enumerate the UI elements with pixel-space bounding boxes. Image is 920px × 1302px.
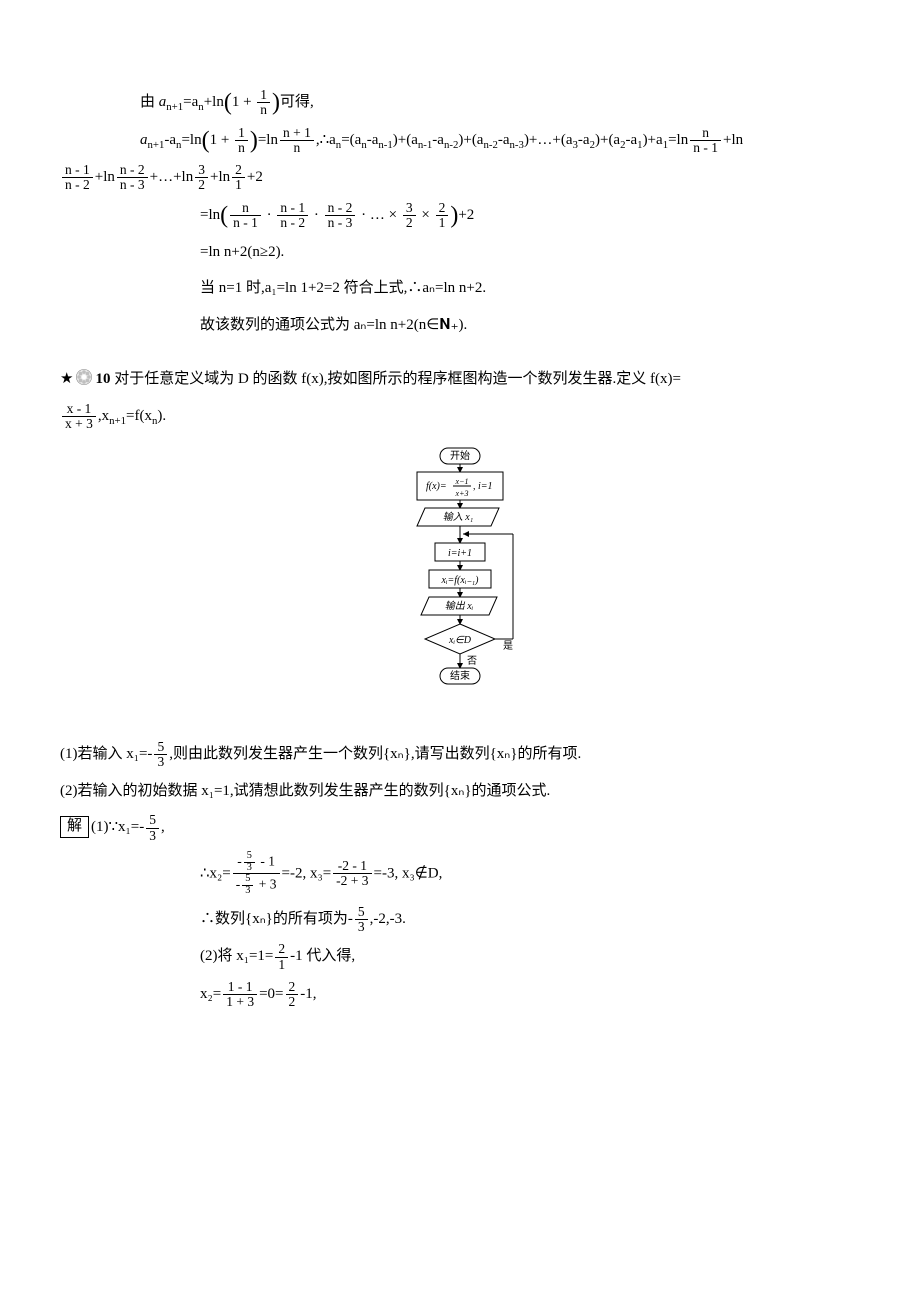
text: 可得,: [280, 94, 314, 110]
fc-input: 输入 x₁: [443, 511, 473, 523]
sol10-line5: x₂=1 - 11 + 3=0=22-1,: [60, 980, 860, 1009]
fraction: 32: [403, 201, 416, 230]
fraction: n - 2n - 3: [117, 163, 148, 192]
fraction: 53: [146, 813, 159, 842]
answer-label-box: 解: [60, 816, 89, 838]
fraction: nn - 1: [230, 201, 261, 230]
fraction: 21: [275, 942, 288, 971]
sol10-line1: 解(1)∵x₁=-53,: [60, 813, 860, 842]
fraction: n - 2n - 3: [325, 201, 356, 230]
fraction: 1n: [257, 88, 270, 117]
rparen: ): [272, 90, 280, 116]
sol10-line2: ∴x₂= -53 - 1 -53 + 3 =-2, x₃=-2 - 1-2 + …: [60, 851, 860, 897]
fraction: -2 - 1-2 + 3: [333, 859, 371, 888]
fraction: 32: [195, 163, 208, 192]
problem-10-heading: ★ 10 对于任意定义域为 D 的函数 f(x),按如图所示的程序框图构造一个数…: [60, 365, 860, 394]
text: ,∴a: [316, 132, 336, 148]
rosette-icon: [75, 368, 93, 386]
sol9-line4: =ln(nn - 1 · n - 1n - 2 · n - 2n - 3 · ……: [60, 201, 860, 230]
fraction: nn - 1: [690, 126, 721, 155]
fc-output: 输出 xᵢ: [445, 600, 474, 612]
star-icon: ★: [60, 371, 73, 387]
fraction: 53: [154, 740, 167, 769]
fraction: n + 1n: [280, 126, 314, 155]
fraction: 1n: [235, 126, 248, 155]
fraction: x - 1x + 3: [62, 402, 96, 431]
fc-yes: 是: [503, 640, 513, 652]
fc-start: 开始: [450, 449, 470, 462]
fc-no: 否: [467, 655, 477, 667]
fc-f-tail: , i=1: [473, 481, 493, 492]
fc-cond: xᵢ∈D: [448, 635, 472, 646]
fc-inc: i=i+1: [448, 548, 472, 559]
problem-text: 对于任意定义域为 D 的函数 f(x),按如图所示的程序框图构造一个数列发生器.…: [110, 371, 681, 387]
text: =a: [183, 94, 198, 110]
problem-number: 10: [95, 371, 110, 387]
sol9-line1: 由 an+1=an+ln(1 + 1n)可得,: [60, 88, 860, 118]
fc-f-lhs: f(x)=: [426, 481, 447, 492]
fc-f-den: x+3: [455, 489, 469, 498]
text: 由: [140, 94, 159, 110]
fraction: 21: [232, 163, 245, 192]
complex-fraction: -53 - 1 -53 + 3: [233, 851, 280, 897]
rparen: ): [250, 127, 258, 153]
fraction: 21: [436, 201, 449, 230]
fraction: n - 1n - 2: [62, 163, 93, 192]
text: =(a: [341, 132, 361, 148]
var: a: [140, 132, 148, 148]
text: -a: [164, 132, 176, 148]
sol9-line2: an+1-an=ln(1 + 1n)=lnn + 1n,∴an=(an-an-1…: [60, 126, 860, 156]
sol9-line7: 故该数列的通项公式为 aₙ=ln n+2(n∈𝐍₊).: [60, 311, 860, 340]
fraction: 53: [355, 905, 368, 934]
problem-10-def: x - 1x + 3,xn+1=f(xn).: [60, 402, 860, 432]
text: +ln: [204, 94, 224, 110]
fraction: n - 1n - 2: [277, 201, 308, 230]
page: 由 an+1=an+ln(1 + 1n)可得, an+1-an=ln(1 + 1…: [0, 0, 920, 1302]
question-2: (2)若输入的初始数据 x₁=1,试猜想此数列发生器产生的数列{xₙ}的通项公式…: [60, 777, 860, 806]
fraction: 1 - 11 + 3: [223, 980, 257, 1009]
flowchart: 开始 f(x)= x−1 x+3 , i=1 输入 x₁ i=i+1 xᵢ=f(…: [385, 446, 535, 726]
lparen: (: [224, 90, 232, 116]
text: =ln: [181, 132, 201, 148]
fc-f-num: x−1: [455, 477, 469, 486]
text: =ln: [258, 132, 278, 148]
sol9-line6: 当 n=1 时,a₁=ln 1+2=2 符合上式,∴aₙ=ln n+2.: [60, 274, 860, 303]
sol10-line3: ∴数列{xₙ}的所有项为-53,-2,-3.: [60, 905, 860, 934]
sub: n+1: [166, 101, 183, 113]
lparen: (: [220, 202, 228, 228]
fraction: 22: [286, 980, 299, 1009]
sol9-line5: =ln n+2(n≥2).: [60, 238, 860, 267]
fc-end: 结束: [450, 669, 470, 682]
sub: n+1: [148, 139, 165, 151]
fc-calc: xᵢ=f(xᵢ₋₁): [441, 575, 480, 586]
lparen: (: [202, 127, 210, 153]
sol9-line3: n - 1n - 2+lnn - 2n - 3+…+ln32+ln21+2: [60, 163, 860, 192]
sol10-line4: (2)将 x₁=1=21-1 代入得,: [60, 942, 860, 971]
question-1: (1)若输入 x₁=-53,则由此数列发生器产生一个数列{xₙ},请写出数列{x…: [60, 740, 860, 769]
